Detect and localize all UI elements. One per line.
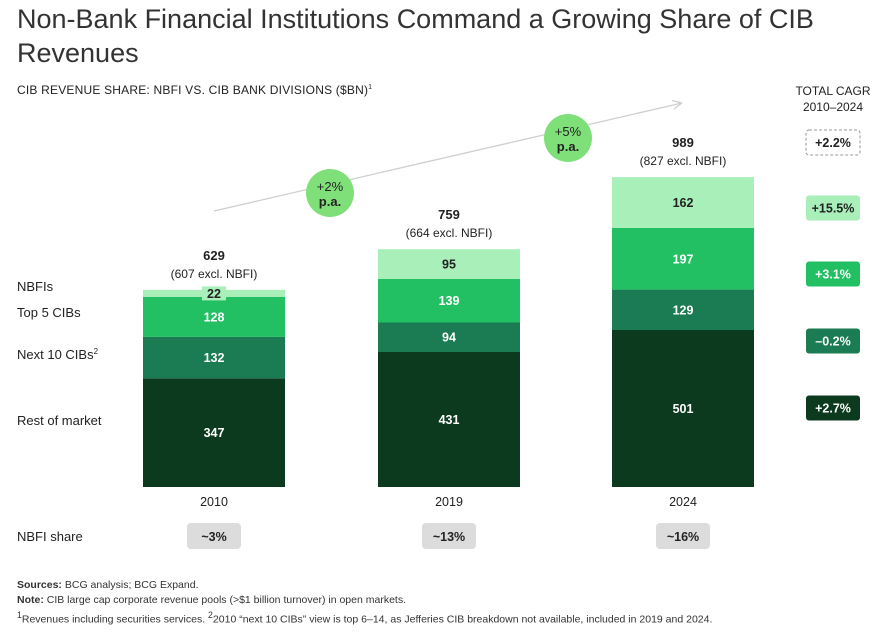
total-cagr-badge — [805, 129, 861, 156]
footer-sources: Sources: BCG analysis; BCG Expand. — [17, 578, 877, 593]
nbfi-share-label: NBFI share — [17, 529, 83, 544]
growth-badge-rate: +2% — [317, 179, 344, 194]
series-cagr-value: –0.2% — [815, 335, 850, 349]
bar-total-label: 759 — [438, 207, 460, 222]
growth-badge-circle — [544, 114, 592, 162]
bar-value-label: 95 — [442, 258, 456, 272]
series-cagr-value: +15.5% — [812, 202, 855, 216]
growth-badge-circle — [306, 169, 354, 217]
chart-subtitle-footnote: 1 — [368, 84, 373, 91]
footnote-2-marker: 2 — [208, 610, 213, 620]
bar-segment-top-5-cibs-2024 — [612, 227, 754, 290]
footnote-1-text: Revenues including securities services. — [21, 613, 209, 626]
x-tick-label: 2019 — [435, 495, 463, 509]
bar-segment-next-10-cibs-2024 — [612, 289, 754, 330]
note-label: Note: — [17, 594, 44, 606]
footer-note: Note: CIB large cap corporate revenue po… — [17, 593, 877, 608]
bar-value-label: 94 — [442, 331, 456, 345]
bar-value-label: 128 — [204, 310, 225, 324]
growth-badge-unit: p.a. — [557, 139, 579, 154]
footnote-2-text: 2010 “next 10 CIBs” view is top 6–14, as… — [212, 613, 713, 626]
bar-total-label: 629 — [203, 248, 225, 263]
legend-footnote-marker: 2 — [94, 347, 99, 356]
bar-segment-top-5-cibs-2019 — [378, 279, 520, 323]
cagr-header-line2: 2010–2024 — [802, 100, 864, 114]
series-cagr-badge — [806, 195, 860, 221]
series-cagr-value: +3.1% — [815, 268, 851, 282]
bar-value-label: 162 — [673, 196, 694, 210]
growth-badge-unit: p.a. — [319, 194, 341, 209]
bar-segment-rest-of-market-2019 — [378, 352, 520, 487]
bar-total-excl-label: (664 excl. NBFI) — [406, 226, 493, 240]
chart-subtitle: CIB REVENUE SHARE: NBFI VS. CIB BANK DIV… — [17, 83, 372, 97]
page-title: Non-Bank Financial Institutions Command … — [17, 4, 814, 68]
footer-notes: Sources: BCG analysis; BCG Expand. Note:… — [17, 578, 877, 628]
legend-label-top-5-cibs: Top 5 CIBs — [17, 305, 81, 320]
x-tick-label: 2024 — [669, 495, 697, 509]
legend-label-next-10-cibs: Next 10 CIBs2 — [17, 347, 99, 362]
series-cagr-badge — [806, 328, 860, 354]
bar-segment-rest-of-market-2024 — [612, 330, 754, 487]
cagr-header: TOTAL CAGR 2010–2024 — [785, 83, 881, 115]
bar-value-label: 347 — [204, 426, 225, 440]
chart-subtitle-text: CIB REVENUE SHARE: NBFI VS. CIB BANK DIV… — [17, 83, 369, 97]
bar-value-label: 139 — [439, 294, 460, 308]
series-cagr-badge — [806, 395, 860, 421]
bar-segment-next-10-cibs-2010 — [143, 336, 285, 379]
sources-label: Sources: — [17, 579, 62, 591]
total-cagr-value: +2.2% — [815, 136, 851, 150]
bar-value-label: 22 — [207, 287, 221, 301]
legend-label-nbfis: NBFIs — [17, 279, 54, 294]
note-text: CIB large cap corporate revenue pools (>… — [43, 594, 406, 606]
footnote-1-marker: 1 — [17, 610, 22, 620]
nbfi-share-value: ~13% — [433, 530, 465, 544]
bar-value-label: 197 — [673, 252, 694, 266]
stacked-bar-chart: 347 132 128 22 629 (607 excl. NBFI) 2010 ~3% 431… — [17, 99, 861, 549]
bar-segment-next-10-cibs-2019 — [378, 322, 520, 352]
bar-total-label: 989 — [672, 135, 694, 150]
footer-footnotes: 1Revenues including securities services.… — [17, 608, 877, 628]
bar-label-tab-2010 — [202, 286, 226, 301]
bar-segment-nbfis-2019 — [378, 249, 520, 279]
series-cagr-value: +2.7% — [815, 402, 851, 416]
bar-value-label: 431 — [439, 413, 460, 427]
nbfi-share-value: ~3% — [201, 530, 226, 544]
growth-badge-rate: +5% — [555, 124, 582, 139]
legend-label-rest-of-market: Rest of market — [17, 413, 102, 428]
bar-total-excl-label: (607 excl. NBFI) — [171, 267, 258, 281]
bar-segment-rest-of-market-2010 — [143, 378, 285, 487]
bar-total-excl-label: (827 excl. NBFI) — [640, 154, 727, 168]
bar-value-label: 501 — [673, 402, 694, 416]
bar-value-label: 129 — [673, 303, 694, 317]
sources-text: BCG analysis; BCG Expand. — [61, 579, 199, 591]
bar-value-label: 132 — [204, 351, 225, 365]
growth-arrow-head — [671, 99, 683, 110]
bar-segment-nbfis-2024 — [612, 177, 754, 228]
nbfi-share-pill — [187, 523, 241, 549]
x-tick-label: 2010 — [200, 495, 228, 509]
series-cagr-badge — [806, 261, 860, 287]
nbfi-share-value: ~16% — [667, 530, 699, 544]
nbfi-share-pill — [422, 523, 476, 549]
growth-arrow-line — [213, 102, 683, 212]
nbfi-share-pill — [656, 523, 710, 549]
cagr-header-line1: TOTAL CAGR — [795, 84, 871, 98]
bar-segment-top-5-cibs-2010 — [143, 296, 285, 337]
